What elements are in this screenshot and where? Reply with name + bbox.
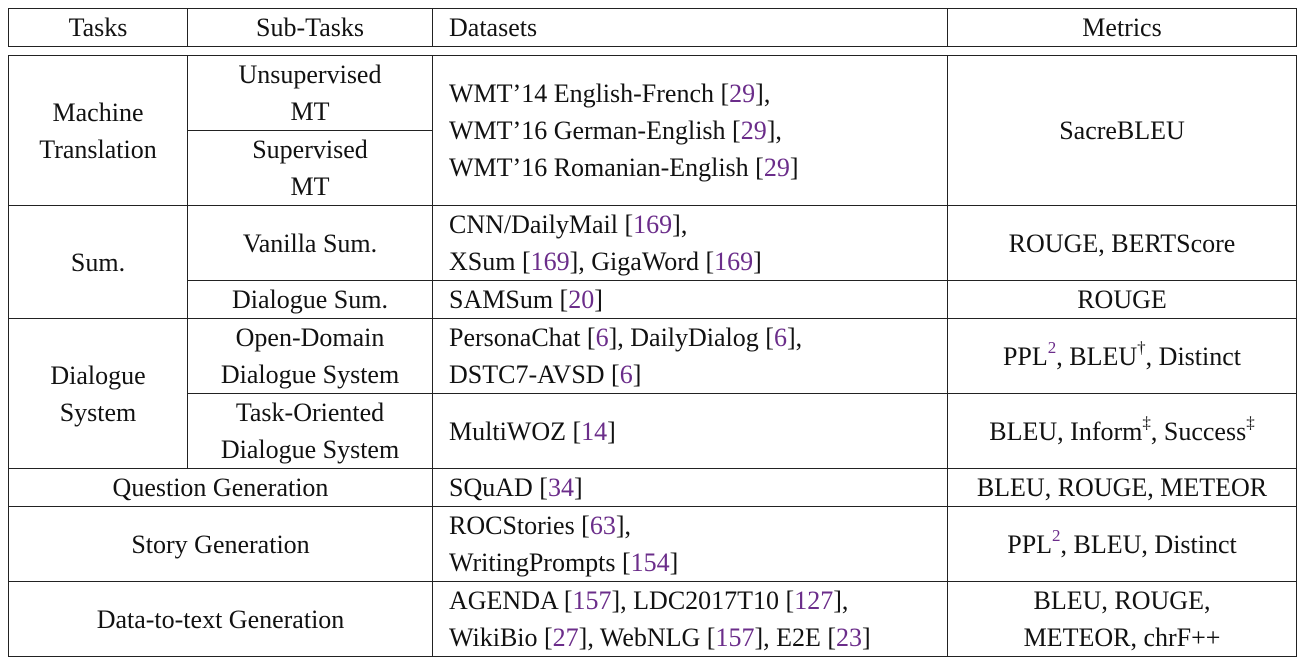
dataset-line: WikiBio [27], WebNLG [157], E2E [23] xyxy=(449,623,871,652)
subtask-label: Task-Oriented xyxy=(235,398,385,427)
citation-link[interactable]: 157 xyxy=(572,586,612,615)
task-cell: Dialogue System xyxy=(8,318,188,469)
citation-link[interactable]: 29 xyxy=(763,153,790,182)
citation-link[interactable]: 27 xyxy=(552,623,579,652)
citation-link[interactable]: 6 xyxy=(619,360,633,389)
table-row: Story Generation ROCStories [63], Writin… xyxy=(8,506,1297,582)
metric-cell: ROUGE xyxy=(947,280,1297,319)
citation-link[interactable]: 169 xyxy=(714,247,754,276)
subtask-label: MT xyxy=(290,97,330,126)
task-cell: Question Generation xyxy=(8,468,433,507)
dataset-line: WMT’14 English-French [29], xyxy=(449,79,771,108)
dataset-cell: ROCStories [63], WritingPrompts [154] xyxy=(432,506,948,582)
dataset-line: WMT’16 Romanian-English [29] xyxy=(449,153,799,182)
metric-cell: PPL2, BLEU, Distinct xyxy=(947,506,1297,582)
task-cell: Machine Translation xyxy=(8,55,188,206)
metric-line: METEOR, chrF++ xyxy=(1023,623,1221,652)
dataset-cell: AGENDA [157], LDC2017T10 [127], WikiBio … xyxy=(432,581,948,657)
footnote-link[interactable]: 2 xyxy=(1052,525,1061,545)
header-subtasks: Sub-Tasks xyxy=(187,8,433,47)
citation-link[interactable]: 29 xyxy=(729,79,756,108)
task-cell: Sum. xyxy=(8,205,188,319)
subtask-label: Open-Domain xyxy=(235,323,385,352)
table-row: Question Generation SQuAD [34] BLEU, ROU… xyxy=(8,468,1297,507)
metric-cell: BLEU, ROUGE, METEOR xyxy=(947,468,1297,507)
citation-link[interactable]: 14 xyxy=(581,416,608,446)
table-row: Dialogue System Open-Domain Dialogue Sys… xyxy=(8,318,1297,469)
metric-cell: SacreBLEU xyxy=(947,55,1297,206)
subtask-cell: Dialogue Sum. xyxy=(187,280,433,319)
subtask-cell: Supervised MT xyxy=(187,130,433,206)
citation-link[interactable]: 169 xyxy=(633,210,673,239)
citation-link[interactable]: 6 xyxy=(595,323,609,352)
subtask-label: Supervised xyxy=(252,135,368,164)
dataset-line: PersonaChat [6], DailyDialog [6], xyxy=(449,323,803,352)
task-label: System xyxy=(59,397,137,427)
citation-link[interactable]: 169 xyxy=(530,247,570,276)
double-dagger-mark: ‡ xyxy=(1142,412,1151,432)
table-row: Sum. Vanilla Sum. CNN/DailyMail [169], X… xyxy=(8,205,1297,319)
dataset-cell: WMT’14 English-French [29], WMT’16 Germa… xyxy=(432,55,948,206)
citation-link[interactable]: 23 xyxy=(836,623,863,652)
table-row: Dialogue Sum. SAMSum [20] ROUGE xyxy=(9,280,1297,319)
dataset-cell: PersonaChat [6], DailyDialog [6], DSTC7-… xyxy=(432,318,948,394)
dataset-line: WMT’16 German-English [29], xyxy=(449,116,782,145)
metric-cell: BLEU, ROUGE, METEOR, chrF++ xyxy=(947,581,1297,657)
header-tasks: Tasks xyxy=(8,8,188,47)
citation-link[interactable]: 63 xyxy=(589,511,616,540)
citation-link[interactable]: 154 xyxy=(630,548,670,577)
dataset-line: WritingPrompts [154] xyxy=(449,548,679,577)
metric-cell: ROUGE, BERTScore xyxy=(947,205,1297,281)
subtask-cell: Unsupervised MT xyxy=(187,55,433,131)
dataset-cell: CNN/DailyMail [169], XSum [169], GigaWor… xyxy=(432,205,948,281)
citation-link[interactable]: 34 xyxy=(547,473,574,502)
subtask-label: MT xyxy=(290,172,330,201)
dagger-mark: † xyxy=(1137,337,1146,357)
header-table: Tasks Sub-Tasks Datasets Metrics xyxy=(8,8,1297,47)
table-row: Machine Translation Unsupervised MT WMT’… xyxy=(8,55,1297,206)
dataset-line: CNN/DailyMail [169], xyxy=(449,210,688,239)
dataset-cell: SAMSum [20] xyxy=(432,280,948,319)
table-row: Data-to-text Generation AGENDA [157], LD… xyxy=(8,581,1297,657)
tasks-table: Machine Translation Unsupervised MT WMT’… xyxy=(8,55,1297,657)
header-datasets: Datasets xyxy=(432,8,948,47)
double-dagger-mark: ‡ xyxy=(1246,412,1255,432)
dataset-line: DSTC7-AVSD [6] xyxy=(449,360,642,389)
subtask-label: Dialogue System xyxy=(220,360,400,389)
subtask-cell: Vanilla Sum. xyxy=(187,205,433,281)
citation-link[interactable]: 29 xyxy=(740,116,767,145)
subtask-cell: Open-Domain Dialogue System xyxy=(187,318,433,394)
task-label: Translation xyxy=(39,134,157,164)
dataset-cell: MultiWOZ [14] xyxy=(432,393,948,469)
subtask-label: Unsupervised xyxy=(238,60,382,89)
dataset-line: ROCStories [63], xyxy=(449,511,632,540)
task-label: Dialogue xyxy=(50,360,146,390)
dataset-line: XSum [169], GigaWord [169] xyxy=(449,247,762,276)
citation-link[interactable]: 127 xyxy=(794,586,834,615)
citation-link[interactable]: 157 xyxy=(715,623,755,652)
task-cell: Story Generation xyxy=(8,506,433,582)
dataset-cell: SQuAD [34] xyxy=(432,468,948,507)
footnote-link[interactable]: 2 xyxy=(1047,337,1057,357)
task-label: Machine xyxy=(52,97,144,127)
metric-cell: PPL2, BLEU†, Distinct xyxy=(947,318,1297,394)
metric-line: BLEU, ROUGE, xyxy=(1033,586,1211,615)
task-cell: Data-to-text Generation xyxy=(8,581,433,657)
header-metrics: Metrics xyxy=(947,8,1297,47)
citation-link[interactable]: 20 xyxy=(568,285,595,314)
table-row: Supervised MT xyxy=(9,130,1297,206)
table-row: Task-Oriented Dialogue System MultiWOZ [… xyxy=(9,393,1297,469)
subtask-label: Dialogue System xyxy=(220,435,400,464)
metric-cell: BLEU, Inform‡, Success‡ xyxy=(947,393,1297,469)
subtask-cell: Task-Oriented Dialogue System xyxy=(187,393,433,469)
citation-link[interactable]: 6 xyxy=(773,323,787,352)
dataset-line: AGENDA [157], LDC2017T10 [127], xyxy=(449,586,849,615)
